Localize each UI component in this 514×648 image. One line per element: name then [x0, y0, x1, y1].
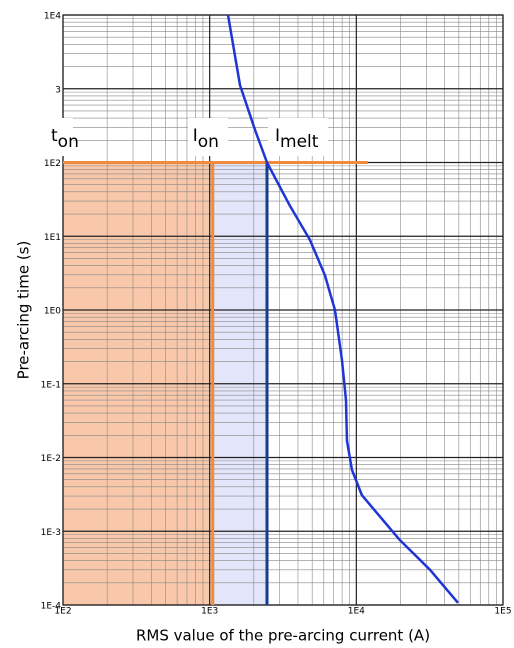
label-subscript: on [58, 132, 79, 152]
label-background [188, 118, 228, 156]
plot-frame [62, 14, 504, 606]
label-subscript: on [198, 132, 219, 152]
annotation-label: Ion [193, 126, 219, 152]
label-base: t [51, 126, 58, 146]
y-axis-label: Pre-arcing time (s) [15, 241, 33, 380]
x-tick-label: 1E2 [54, 607, 71, 617]
y-tick-label: 3 [55, 85, 61, 95]
label-base: I [193, 126, 198, 146]
label-background [268, 118, 328, 156]
y-tick-label: 1E1 [44, 233, 61, 243]
x-tick-label: 1E5 [494, 607, 511, 617]
label-subscript: melt [280, 132, 319, 152]
y-tick-label: 1E4 [44, 12, 61, 22]
y-tick-label: 1E-3 [41, 528, 61, 538]
x-tick-label: 1E3 [201, 607, 218, 617]
label-base: I [275, 126, 280, 146]
x-axis-label: RMS value of the pre-arcing current (A) [136, 627, 430, 645]
y-tick-label: 1E-2 [41, 454, 61, 464]
label-background [49, 118, 73, 156]
y-tick-label: 1E0 [44, 307, 61, 317]
y-tick-label: 1E-1 [41, 380, 61, 390]
curve [226, 14, 459, 604]
y-tick-label: 1E2 [44, 159, 61, 169]
annotation-label: Imelt [275, 126, 319, 152]
y-tick-label: 1E-4 [41, 602, 62, 612]
x-tick-label: 1E4 [348, 607, 365, 617]
annotation-label: ton [51, 126, 79, 152]
